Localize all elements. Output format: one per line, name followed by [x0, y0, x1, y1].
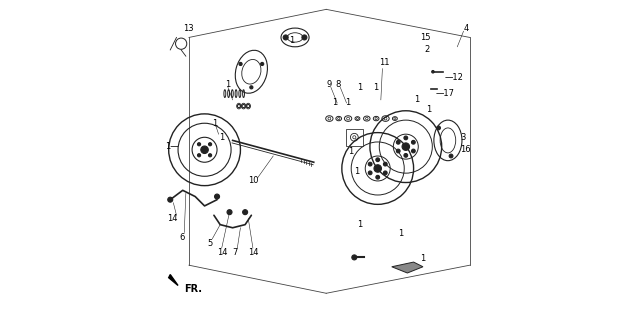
- Text: 4: 4: [463, 24, 468, 32]
- Circle shape: [436, 126, 440, 130]
- Text: 1: 1: [357, 83, 363, 92]
- Circle shape: [383, 171, 387, 175]
- Text: 1: 1: [426, 105, 431, 114]
- Circle shape: [368, 162, 372, 166]
- Text: 1: 1: [219, 133, 224, 142]
- Circle shape: [283, 35, 288, 40]
- Circle shape: [383, 162, 387, 166]
- Text: 11: 11: [380, 58, 390, 67]
- Text: 1: 1: [355, 167, 360, 176]
- Text: 1: 1: [413, 95, 419, 104]
- Circle shape: [404, 154, 408, 157]
- Circle shape: [404, 136, 408, 140]
- Circle shape: [374, 165, 381, 172]
- Text: 14: 14: [248, 248, 259, 257]
- Text: 3: 3: [460, 133, 466, 142]
- Polygon shape: [169, 275, 178, 285]
- Text: FR.: FR.: [184, 284, 202, 294]
- Text: 9: 9: [326, 80, 332, 89]
- Text: —17: —17: [435, 89, 454, 98]
- Text: 1: 1: [212, 119, 218, 128]
- Circle shape: [396, 140, 400, 144]
- Circle shape: [250, 86, 253, 89]
- Circle shape: [168, 197, 173, 202]
- Text: 8: 8: [335, 80, 341, 89]
- Text: 1: 1: [349, 147, 354, 156]
- Text: 1: 1: [398, 230, 403, 238]
- Circle shape: [352, 255, 357, 260]
- Circle shape: [412, 140, 415, 144]
- Circle shape: [198, 143, 200, 146]
- Text: 1: 1: [225, 80, 230, 89]
- Circle shape: [227, 210, 232, 215]
- Circle shape: [214, 194, 220, 199]
- Text: 15: 15: [420, 33, 430, 42]
- Text: 1: 1: [333, 99, 338, 107]
- Circle shape: [376, 158, 380, 162]
- Circle shape: [368, 171, 372, 175]
- Circle shape: [243, 210, 248, 215]
- Polygon shape: [392, 262, 423, 273]
- Circle shape: [198, 154, 200, 157]
- Text: 6: 6: [180, 233, 185, 241]
- Bar: [346, 129, 363, 146]
- Text: 1: 1: [357, 220, 363, 229]
- Text: 14: 14: [167, 214, 178, 223]
- Text: 5: 5: [207, 239, 213, 248]
- Text: —12: —12: [445, 74, 463, 82]
- Text: 7: 7: [233, 248, 238, 257]
- Text: 13: 13: [183, 24, 193, 32]
- Circle shape: [209, 154, 212, 157]
- Text: 14: 14: [217, 248, 228, 257]
- Text: 1—: 1—: [166, 142, 179, 151]
- Circle shape: [412, 149, 415, 153]
- Circle shape: [376, 175, 380, 179]
- Circle shape: [239, 62, 242, 66]
- Circle shape: [302, 35, 307, 40]
- Text: 16: 16: [460, 145, 471, 154]
- Text: 1: 1: [345, 99, 350, 107]
- Circle shape: [396, 149, 400, 153]
- Circle shape: [432, 71, 434, 73]
- Text: 2: 2: [424, 46, 430, 54]
- Circle shape: [201, 146, 208, 154]
- Text: 10: 10: [248, 177, 259, 185]
- Text: 1: 1: [373, 83, 378, 92]
- Text: 1: 1: [420, 255, 425, 263]
- Circle shape: [402, 143, 410, 150]
- Text: 1: 1: [289, 36, 294, 45]
- Circle shape: [449, 154, 453, 158]
- Circle shape: [260, 62, 264, 66]
- Circle shape: [209, 143, 212, 146]
